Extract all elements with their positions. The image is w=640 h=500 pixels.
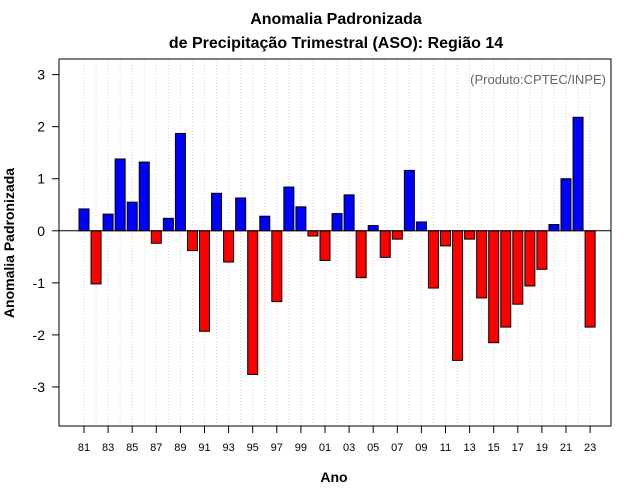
x-tick-label: 99 bbox=[295, 442, 307, 454]
bar-90 bbox=[186, 230, 198, 252]
x-tick-label: 85 bbox=[126, 442, 138, 454]
plot-frame bbox=[58, 58, 612, 427]
bar-12 bbox=[452, 230, 464, 361]
x-tick-label: 19 bbox=[536, 442, 548, 454]
bar-99 bbox=[295, 206, 307, 232]
chart-title-line-2: de Precipitação Trimestral (ASO): Região… bbox=[169, 35, 503, 52]
bar-07 bbox=[391, 230, 403, 240]
bar-96 bbox=[259, 215, 271, 232]
bar-11 bbox=[440, 230, 451, 247]
bar-09 bbox=[415, 221, 427, 232]
bar-19 bbox=[536, 230, 548, 270]
bar-86 bbox=[138, 161, 150, 232]
y-axis: -3 -2 -1 0 1 2 3 bbox=[33, 67, 59, 395]
x-tick-label: 11 bbox=[440, 442, 451, 454]
bar-02 bbox=[331, 213, 343, 232]
x-tick-label: 89 bbox=[174, 442, 186, 454]
bar-13 bbox=[464, 230, 476, 240]
x-tick-label: 09 bbox=[415, 442, 427, 454]
x-tick-label: 91 bbox=[198, 442, 210, 454]
bar-00 bbox=[307, 230, 319, 237]
y-tick-label: 1 bbox=[37, 171, 45, 187]
bar-98 bbox=[283, 186, 295, 232]
bar-94 bbox=[235, 197, 247, 232]
x-axis: 81 83 85 87 89 91 93 95 97 99 01 03 05 07 09 11 13 15 17 19… bbox=[78, 426, 596, 454]
x-tick-label: 03 bbox=[343, 442, 355, 454]
bar-21 bbox=[560, 178, 572, 232]
x-tick-label: 81 bbox=[78, 442, 90, 454]
bar-83 bbox=[102, 213, 114, 232]
x-tick-label: 87 bbox=[150, 442, 162, 454]
x-tick-label: 07 bbox=[391, 442, 403, 454]
x-axis-label: Ano bbox=[320, 469, 347, 485]
bar-18 bbox=[524, 230, 536, 287]
bar-91 bbox=[199, 230, 210, 332]
bar-95 bbox=[247, 230, 259, 375]
x-tick-label: 21 bbox=[560, 442, 572, 454]
bar-14 bbox=[476, 230, 488, 299]
bar-20 bbox=[548, 224, 560, 232]
bar-81 bbox=[78, 208, 90, 232]
y-tick-label: 2 bbox=[37, 119, 45, 135]
bar-16 bbox=[500, 230, 512, 328]
bar-84 bbox=[114, 158, 126, 232]
x-tick-label: 95 bbox=[247, 442, 259, 454]
x-tick-label: 13 bbox=[463, 442, 475, 454]
x-tick-label: 83 bbox=[102, 442, 114, 454]
x-tick-label: 01 bbox=[319, 442, 331, 454]
bar-85 bbox=[126, 201, 138, 232]
x-tick-label: 17 bbox=[512, 442, 524, 454]
y-tick-label: -2 bbox=[33, 327, 46, 343]
y-tick-label: 0 bbox=[37, 223, 45, 239]
credit-text: (Produto:CPTEC/INPE) bbox=[470, 72, 606, 87]
bar-05 bbox=[367, 225, 379, 232]
bar-82 bbox=[90, 230, 102, 285]
bar-88 bbox=[162, 217, 174, 232]
x-tick-label: 23 bbox=[584, 442, 596, 454]
bar-10 bbox=[427, 230, 439, 289]
y-tick-label: -3 bbox=[33, 379, 46, 395]
bar-06 bbox=[379, 230, 391, 258]
bar-23 bbox=[584, 230, 596, 328]
bar-17 bbox=[512, 230, 524, 305]
bar-87 bbox=[150, 230, 162, 244]
bar-22 bbox=[572, 116, 584, 232]
bar-97 bbox=[271, 230, 283, 303]
x-tick-label: 93 bbox=[222, 442, 234, 454]
chart-title-line-1: Anomalia Padronizada bbox=[250, 11, 422, 28]
bar-03 bbox=[343, 194, 355, 232]
bar-89 bbox=[174, 132, 186, 232]
bar-01 bbox=[319, 230, 331, 261]
y-tick-label: 3 bbox=[37, 67, 45, 83]
y-axis-label: Anomalia Padronizada bbox=[1, 168, 17, 318]
x-tick-label: 97 bbox=[271, 442, 283, 454]
bar-15 bbox=[488, 230, 500, 344]
x-tick-label: 05 bbox=[367, 442, 379, 454]
bar-08 bbox=[403, 169, 415, 232]
bar-92 bbox=[211, 192, 223, 232]
bar-04 bbox=[355, 230, 367, 279]
bar-93 bbox=[223, 230, 235, 263]
y-tick-label: -1 bbox=[33, 275, 46, 291]
x-tick-label: 15 bbox=[488, 442, 500, 454]
